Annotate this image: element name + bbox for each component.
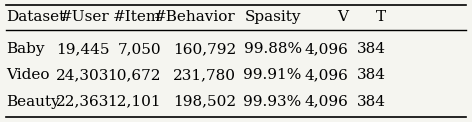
Text: #User: #User [59,10,110,24]
Text: T: T [376,10,386,24]
Text: 4,096: 4,096 [305,68,349,82]
Text: 22,363: 22,363 [56,95,110,109]
Text: #Behavior: #Behavior [154,10,236,24]
Text: 10,672: 10,672 [108,68,161,82]
Text: 24,303: 24,303 [56,68,110,82]
Text: Spasity: Spasity [245,10,302,24]
Text: 384: 384 [357,42,386,56]
Text: Video: Video [6,68,50,82]
Text: 19,445: 19,445 [56,42,110,56]
Text: 4,096: 4,096 [305,42,349,56]
Text: Beauty: Beauty [6,95,60,109]
Text: 99.88%: 99.88% [244,42,302,56]
Text: V: V [337,10,349,24]
Text: 384: 384 [357,68,386,82]
Text: 99.93%: 99.93% [244,95,302,109]
Text: Baby: Baby [6,42,44,56]
Text: 231,780: 231,780 [173,68,236,82]
Text: Dataset: Dataset [6,10,65,24]
Text: 7,050: 7,050 [118,42,161,56]
Text: 198,502: 198,502 [173,95,236,109]
Text: 4,096: 4,096 [305,95,349,109]
Text: 384: 384 [357,95,386,109]
Text: 12,101: 12,101 [107,95,161,109]
Text: 99.91%: 99.91% [244,68,302,82]
Text: #Item: #Item [113,10,161,24]
Text: 160,792: 160,792 [173,42,236,56]
